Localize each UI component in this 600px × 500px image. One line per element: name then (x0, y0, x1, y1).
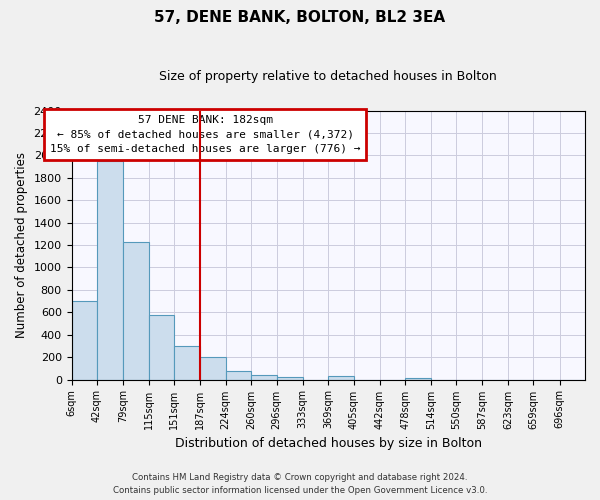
Bar (200, 357, 226, 380)
Bar (97, 161, 123, 380)
Text: 57 DENE BANK: 182sqm
← 85% of detached houses are smaller (4,372)
15% of semi-de: 57 DENE BANK: 182sqm ← 85% of detached h… (50, 114, 360, 154)
Bar (71, 301, 97, 380)
Bar (277, 377, 303, 380)
Bar (328, 376, 354, 380)
Bar (123, 242, 149, 380)
Bar (149, 314, 174, 380)
Bar (226, 370, 251, 380)
Title: Size of property relative to detached houses in Bolton: Size of property relative to detached ho… (160, 70, 497, 83)
Bar (174, 346, 200, 380)
Text: Contains HM Land Registry data © Crown copyright and database right 2024.
Contai: Contains HM Land Registry data © Crown c… (113, 474, 487, 495)
Bar (251, 374, 277, 380)
Bar (406, 378, 431, 380)
X-axis label: Distribution of detached houses by size in Bolton: Distribution of detached houses by size … (175, 437, 482, 450)
Text: 57, DENE BANK, BOLTON, BL2 3EA: 57, DENE BANK, BOLTON, BL2 3EA (154, 10, 446, 25)
Y-axis label: Number of detached properties: Number of detached properties (15, 152, 28, 338)
